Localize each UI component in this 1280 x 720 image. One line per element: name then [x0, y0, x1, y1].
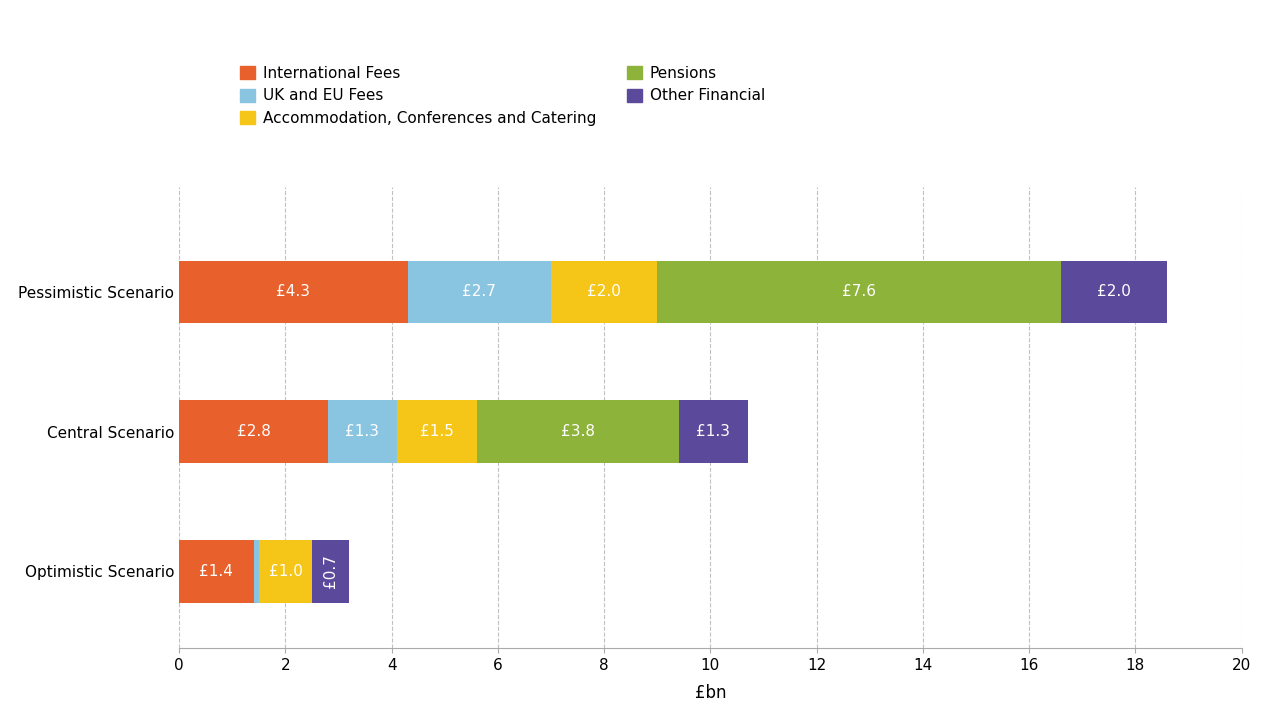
- Text: £7.6: £7.6: [842, 284, 876, 300]
- Text: £2.8: £2.8: [237, 424, 270, 439]
- Bar: [397, 400, 476, 463]
- Bar: [1061, 261, 1167, 323]
- Bar: [253, 540, 259, 603]
- Bar: [179, 540, 253, 603]
- Bar: [658, 261, 1061, 323]
- Bar: [678, 400, 748, 463]
- Bar: [312, 540, 349, 603]
- X-axis label: £bn: £bn: [695, 684, 726, 702]
- Bar: [550, 261, 658, 323]
- Text: £2.0: £2.0: [588, 284, 621, 300]
- Text: £1.5: £1.5: [420, 424, 454, 439]
- Bar: [179, 400, 328, 463]
- Text: £0.7: £0.7: [323, 554, 338, 588]
- Bar: [476, 400, 678, 463]
- Text: £1.3: £1.3: [346, 424, 379, 439]
- Text: £1.0: £1.0: [269, 564, 302, 579]
- Bar: [259, 540, 312, 603]
- Text: £1.4: £1.4: [200, 564, 233, 579]
- Bar: [407, 261, 550, 323]
- Text: £2.7: £2.7: [462, 284, 497, 300]
- Bar: [179, 261, 407, 323]
- Text: £1.3: £1.3: [696, 424, 730, 439]
- Text: £2.0: £2.0: [1097, 284, 1132, 300]
- Legend: International Fees, UK and EU Fees, Accommodation, Conferences and Catering, Pen: International Fees, UK and EU Fees, Acco…: [239, 66, 765, 126]
- Text: £3.8: £3.8: [561, 424, 595, 439]
- Bar: [328, 400, 397, 463]
- Text: £4.3: £4.3: [276, 284, 311, 300]
